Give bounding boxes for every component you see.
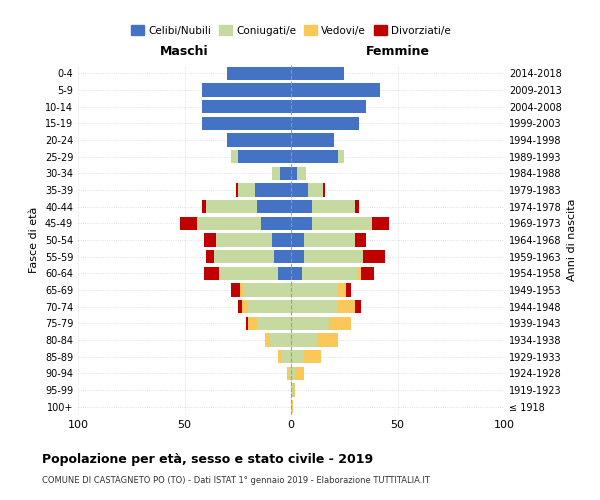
Bar [180, 216, 197, 230]
Bar [248, 300, 291, 314]
Bar [238, 150, 291, 164]
Bar [203, 234, 217, 246]
Bar [240, 284, 244, 296]
Bar [289, 366, 291, 380]
Bar [338, 300, 355, 314]
Bar [244, 284, 291, 296]
Bar [364, 250, 385, 264]
Bar [355, 300, 361, 314]
Bar [202, 100, 291, 114]
Bar [227, 134, 291, 146]
Bar [291, 216, 313, 230]
Text: Popolazione per età, sesso e stato civile - 2019: Popolazione per età, sesso e stato civil… [42, 452, 373, 466]
Bar [257, 200, 291, 213]
Bar [295, 366, 304, 380]
Bar [246, 316, 248, 330]
Bar [291, 116, 359, 130]
Text: COMUNE DI CASTAGNETO PO (TO) - Dati ISTAT 1° gennaio 2019 - Elaborazione TUTTITA: COMUNE DI CASTAGNETO PO (TO) - Dati ISTA… [42, 476, 430, 485]
Bar [291, 400, 293, 413]
Bar [338, 150, 344, 164]
Bar [255, 184, 291, 196]
Bar [372, 216, 389, 230]
Bar [291, 150, 338, 164]
Bar [323, 184, 325, 196]
Bar [308, 184, 323, 196]
Bar [232, 284, 240, 296]
Bar [317, 334, 338, 346]
Bar [293, 384, 295, 396]
Bar [298, 166, 306, 180]
Bar [278, 350, 283, 364]
Bar [283, 350, 291, 364]
Y-axis label: Anni di nascita: Anni di nascita [567, 198, 577, 281]
Bar [291, 234, 304, 246]
Bar [206, 250, 214, 264]
Bar [236, 184, 238, 196]
Bar [232, 150, 238, 164]
Bar [304, 250, 364, 264]
Bar [248, 316, 257, 330]
Bar [361, 266, 374, 280]
Bar [272, 166, 280, 180]
Bar [217, 234, 272, 246]
Bar [272, 234, 291, 246]
Bar [227, 66, 291, 80]
Bar [355, 200, 359, 213]
Bar [280, 166, 291, 180]
Bar [291, 134, 334, 146]
Bar [291, 200, 313, 213]
Bar [202, 200, 206, 213]
Bar [291, 184, 308, 196]
Bar [218, 266, 278, 280]
Bar [265, 334, 270, 346]
Bar [355, 234, 365, 246]
Bar [313, 216, 372, 230]
Bar [242, 300, 248, 314]
Bar [206, 200, 257, 213]
Bar [291, 166, 298, 180]
Bar [291, 300, 338, 314]
Bar [270, 334, 291, 346]
Bar [291, 100, 365, 114]
Bar [291, 334, 317, 346]
Bar [257, 316, 291, 330]
Bar [261, 216, 291, 230]
Bar [202, 84, 291, 96]
Bar [291, 266, 302, 280]
Bar [357, 266, 361, 280]
Bar [291, 384, 293, 396]
Bar [291, 350, 304, 364]
Bar [304, 234, 355, 246]
Bar [291, 366, 295, 380]
Bar [202, 116, 291, 130]
Y-axis label: Fasce di età: Fasce di età [29, 207, 39, 273]
Bar [238, 300, 242, 314]
Bar [274, 250, 291, 264]
Legend: Celibi/Nubili, Coniugati/e, Vedovi/e, Divorziati/e: Celibi/Nubili, Coniugati/e, Vedovi/e, Di… [127, 21, 455, 40]
Bar [278, 266, 291, 280]
Bar [302, 266, 357, 280]
Bar [214, 250, 274, 264]
Bar [304, 350, 321, 364]
Bar [338, 284, 346, 296]
Bar [329, 316, 350, 330]
Bar [287, 366, 289, 380]
Bar [291, 66, 344, 80]
Text: Femmine: Femmine [365, 46, 430, 59]
Bar [197, 216, 261, 230]
Bar [291, 250, 304, 264]
Bar [238, 184, 255, 196]
Bar [346, 284, 350, 296]
Bar [291, 284, 338, 296]
Bar [291, 84, 380, 96]
Bar [313, 200, 355, 213]
Bar [291, 316, 329, 330]
Text: Maschi: Maschi [160, 46, 209, 59]
Bar [203, 266, 218, 280]
